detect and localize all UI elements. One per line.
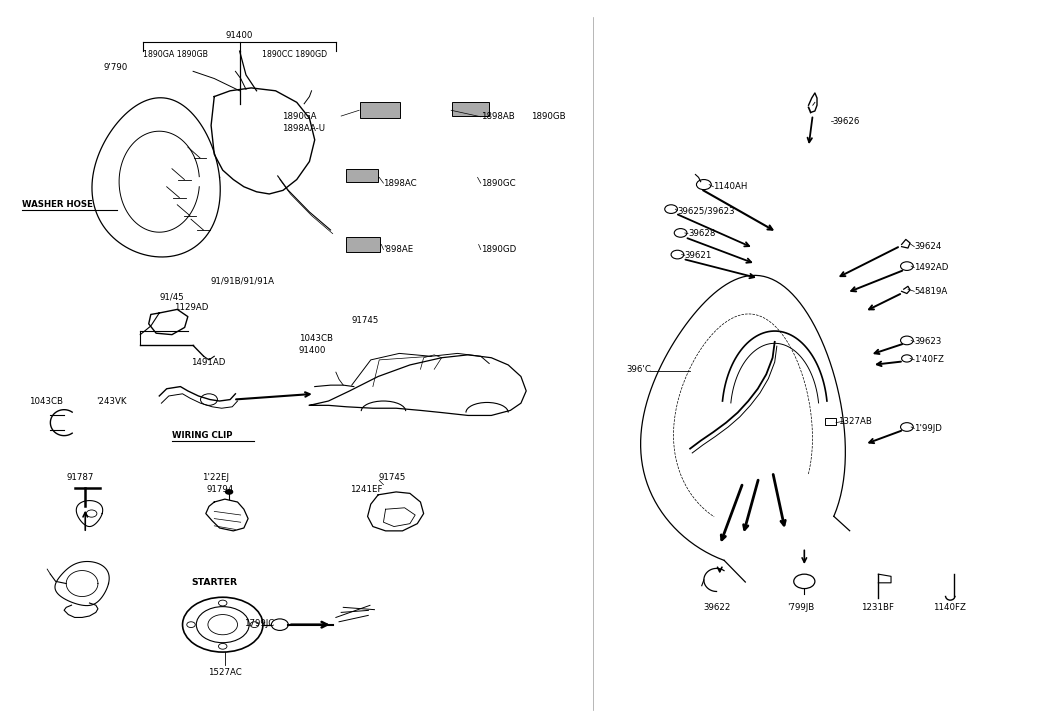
Text: 9'790: 9'790: [103, 63, 128, 72]
Text: '243VK: '243VK: [96, 396, 126, 406]
Text: 39623: 39623: [914, 337, 942, 346]
Text: 91745: 91745: [352, 316, 379, 325]
Text: 1327AB: 1327AB: [838, 417, 872, 426]
Bar: [360, 103, 401, 119]
Text: 1241EF: 1241EF: [350, 485, 382, 494]
Text: 1140AH: 1140AH: [713, 182, 747, 191]
Text: 39628: 39628: [688, 229, 715, 238]
Text: 91/45: 91/45: [159, 293, 184, 302]
Text: 1140FZ: 1140FZ: [933, 603, 966, 612]
Text: 1129AD: 1129AD: [174, 303, 208, 313]
Text: 1890GD: 1890GD: [480, 245, 516, 254]
Text: 91787: 91787: [66, 473, 94, 482]
Bar: [347, 237, 381, 252]
Text: STARTER: STARTER: [191, 578, 237, 587]
Text: 91/91B/91/91A: 91/91B/91/91A: [210, 276, 274, 285]
Text: 1492AD: 1492AD: [914, 263, 948, 272]
Text: 91400: 91400: [299, 346, 326, 355]
Text: 1527AC: 1527AC: [208, 668, 241, 677]
Text: 1043CB: 1043CB: [299, 334, 333, 342]
Text: 39624: 39624: [914, 242, 942, 251]
Text: 39622: 39622: [704, 603, 731, 612]
Text: '898AE: '898AE: [384, 245, 414, 254]
Text: WIRING CLIP: WIRING CLIP: [172, 431, 233, 440]
Text: 1491AD: 1491AD: [191, 358, 225, 366]
Text: WASHER HOSE: WASHER HOSE: [22, 200, 92, 209]
Text: 91745: 91745: [378, 473, 406, 482]
Text: 1'99JD: 1'99JD: [914, 424, 942, 433]
Text: 91400: 91400: [226, 31, 253, 40]
Text: 1890GA: 1890GA: [282, 111, 317, 121]
Bar: [826, 417, 836, 425]
Text: 1898AC: 1898AC: [384, 179, 417, 188]
Text: 396'C: 396'C: [627, 365, 652, 374]
Text: 1'40FZ: 1'40FZ: [914, 356, 944, 364]
Text: 54819A: 54819A: [914, 287, 947, 296]
Text: 1043CB: 1043CB: [29, 396, 63, 406]
Text: 91794: 91794: [207, 485, 234, 494]
Bar: [452, 102, 489, 116]
Text: 1898AB: 1898AB: [480, 112, 514, 121]
Text: 1890GC: 1890GC: [480, 179, 516, 188]
Text: 1898AA-U: 1898AA-U: [282, 124, 325, 133]
Text: 1890GA 1890GB: 1890GA 1890GB: [144, 50, 208, 59]
Circle shape: [225, 489, 233, 495]
Text: 39625/39623: 39625/39623: [677, 206, 735, 215]
Text: 1231BF: 1231BF: [861, 603, 894, 612]
Text: 39626: 39626: [833, 116, 860, 126]
Bar: [347, 169, 378, 182]
Text: 1890GB: 1890GB: [532, 112, 567, 121]
Text: 1890CC 1890GD: 1890CC 1890GD: [261, 50, 327, 59]
Text: 1799JC: 1799JC: [243, 619, 274, 627]
Text: '799JB: '799JB: [788, 603, 814, 612]
Text: 1'22EJ: 1'22EJ: [202, 473, 229, 482]
Text: 39621: 39621: [685, 251, 712, 260]
